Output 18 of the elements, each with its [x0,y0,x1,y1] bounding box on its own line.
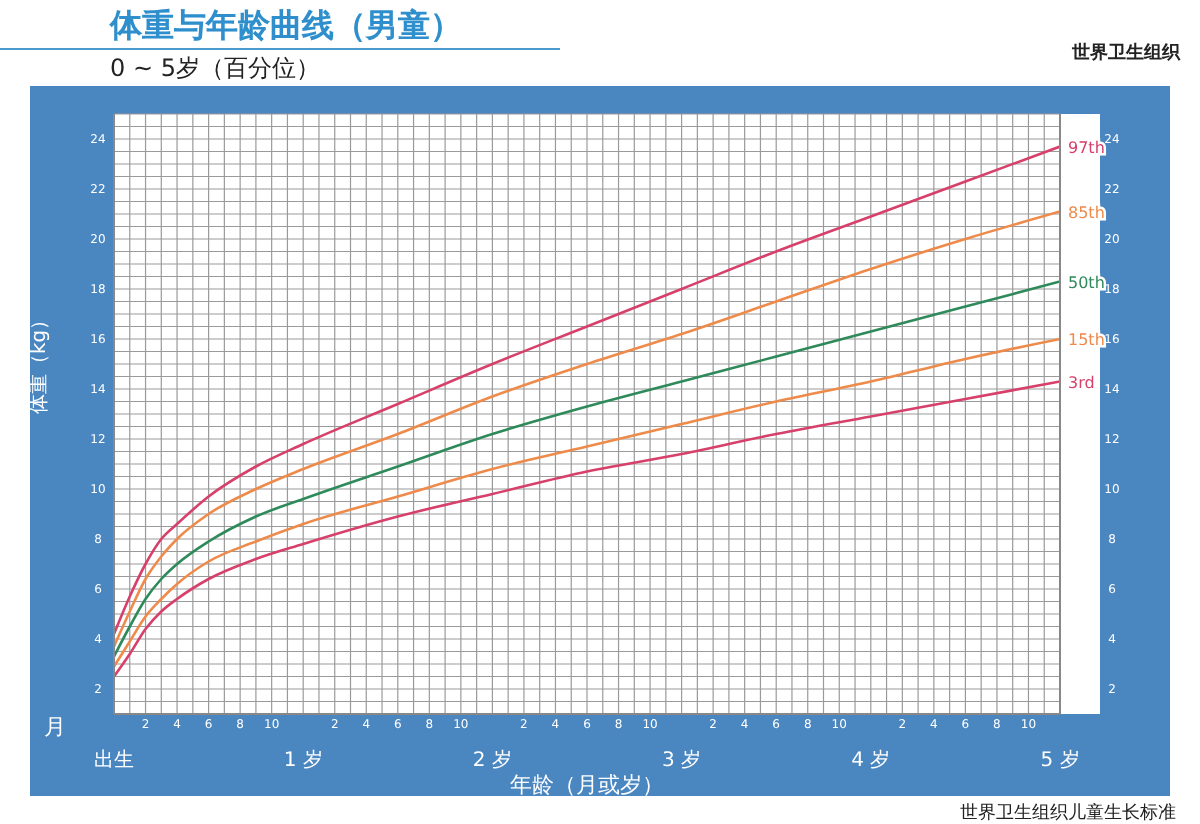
x-tick-label: 3 岁 [662,748,702,772]
text: 世界卫生组织儿童生长标准 [960,801,1176,824]
line-series [114,280,1060,658]
line-series [114,210,1060,648]
chart-title: 体重与年龄曲线（男童） [110,6,462,48]
x-tick-label: 5 岁 [1040,748,1080,772]
x-axis-title: 年龄（月或岁） [510,772,664,798]
series-label: 3rd [1068,373,1095,392]
line-series [114,380,1060,678]
line-series [114,145,1060,636]
x-tick-label: 出生 [94,748,134,772]
chart-subtitle: 0 ~ 5岁（百分位） [110,52,320,86]
text: 月 [44,712,66,742]
x-tick-label: 4 岁 [851,748,891,772]
x-tick-label: 2 岁 [472,748,512,772]
line-series [114,337,1060,668]
text: 世界卫生组织 [1072,40,1180,66]
x-tick-label: 1 岁 [283,748,323,772]
